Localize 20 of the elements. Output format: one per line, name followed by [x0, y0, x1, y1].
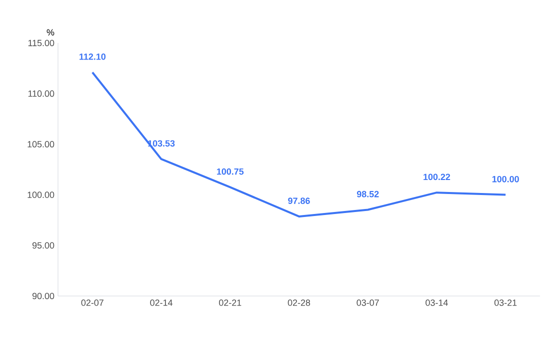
- x-tick-label: 02-21: [219, 300, 242, 306]
- y-tick-label: 95.00: [32, 242, 54, 249]
- x-tick-label: 03-21: [494, 300, 517, 306]
- x-tick-label: 03-07: [356, 300, 379, 306]
- x-tick-label: 02-07: [81, 300, 104, 306]
- y-tick-label: 110.00: [28, 90, 54, 97]
- y-tick-label: 105.00: [28, 141, 54, 148]
- x-tick-label: 02-28: [288, 300, 310, 306]
- data-label: 112.10: [80, 54, 106, 60]
- y-tick-label: 100.00: [28, 192, 54, 198]
- y-axis-title: %: [46, 29, 54, 36]
- data-label: 97.86: [288, 198, 310, 204]
- y-tick-label: 115.00: [28, 40, 54, 46]
- data-label: 100.00: [492, 176, 519, 182]
- data-label: 100.75: [216, 168, 244, 175]
- y-tick-label: 90.00: [32, 292, 54, 300]
- x-tick-label: 02-14: [150, 300, 172, 306]
- data-label: 98.52: [356, 190, 379, 198]
- data-label: 100.22: [424, 174, 450, 180]
- x-tick-label: 03-14: [426, 300, 448, 306]
